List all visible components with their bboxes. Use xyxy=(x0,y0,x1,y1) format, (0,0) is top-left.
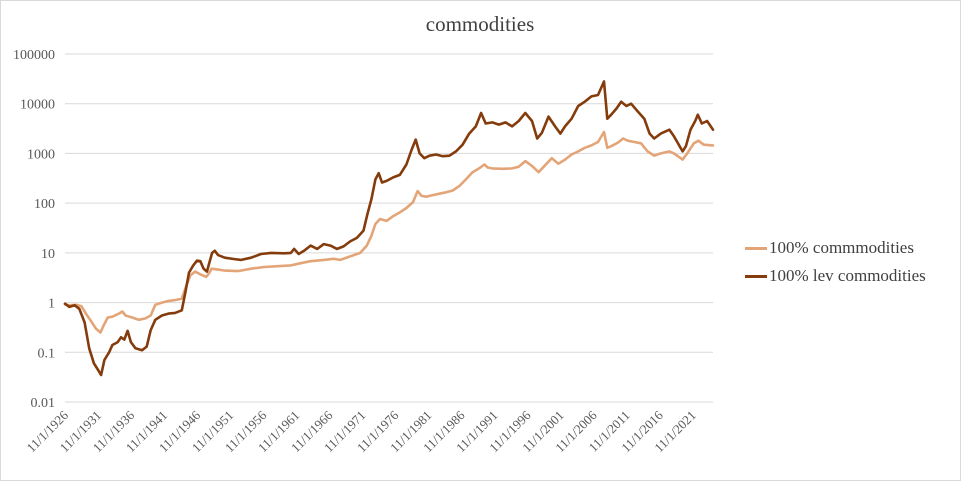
y-tick-label: 1000 xyxy=(27,147,55,162)
legend-item-commodities: 100% commmodities xyxy=(745,234,926,262)
y-axis: 0.01 0.1 1 10 100 1000 10000 100000 xyxy=(13,48,55,411)
legend-swatch xyxy=(745,274,767,278)
legend-label: 100% lev commodities xyxy=(769,266,926,285)
chart-title: commodities xyxy=(426,12,535,36)
legend: 100% commmodities 100% lev commodities xyxy=(745,234,926,290)
legend-label: 100% commmodities xyxy=(769,238,914,257)
legend-swatch xyxy=(745,246,767,250)
series-line-commodities xyxy=(63,130,715,334)
y-tick-label: 100 xyxy=(34,197,55,212)
y-tick-label: 0.01 xyxy=(31,396,56,411)
series-line-lev-commodities xyxy=(63,80,715,377)
gridlines xyxy=(65,53,713,403)
legend-item-lev-commodities: 100% lev commodities xyxy=(745,262,926,290)
y-tick-label: 10000 xyxy=(20,98,55,113)
y-tick-label: 100000 xyxy=(13,48,55,63)
series-lines xyxy=(63,80,715,377)
x-axis: 11/1/192611/1/193111/1/193611/1/194111/1… xyxy=(24,407,699,455)
y-tick-label: 10 xyxy=(41,247,55,262)
y-tick-label: 1 xyxy=(48,297,55,312)
y-tick-label: 0.1 xyxy=(38,346,56,361)
